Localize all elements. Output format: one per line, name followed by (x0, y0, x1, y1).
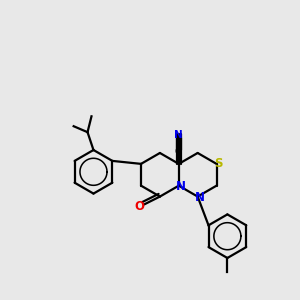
Text: N: N (195, 191, 205, 204)
Text: O: O (134, 200, 144, 213)
Text: N: N (176, 180, 186, 193)
Text: S: S (214, 158, 223, 170)
Text: C: C (175, 147, 183, 157)
Text: N: N (174, 130, 183, 140)
